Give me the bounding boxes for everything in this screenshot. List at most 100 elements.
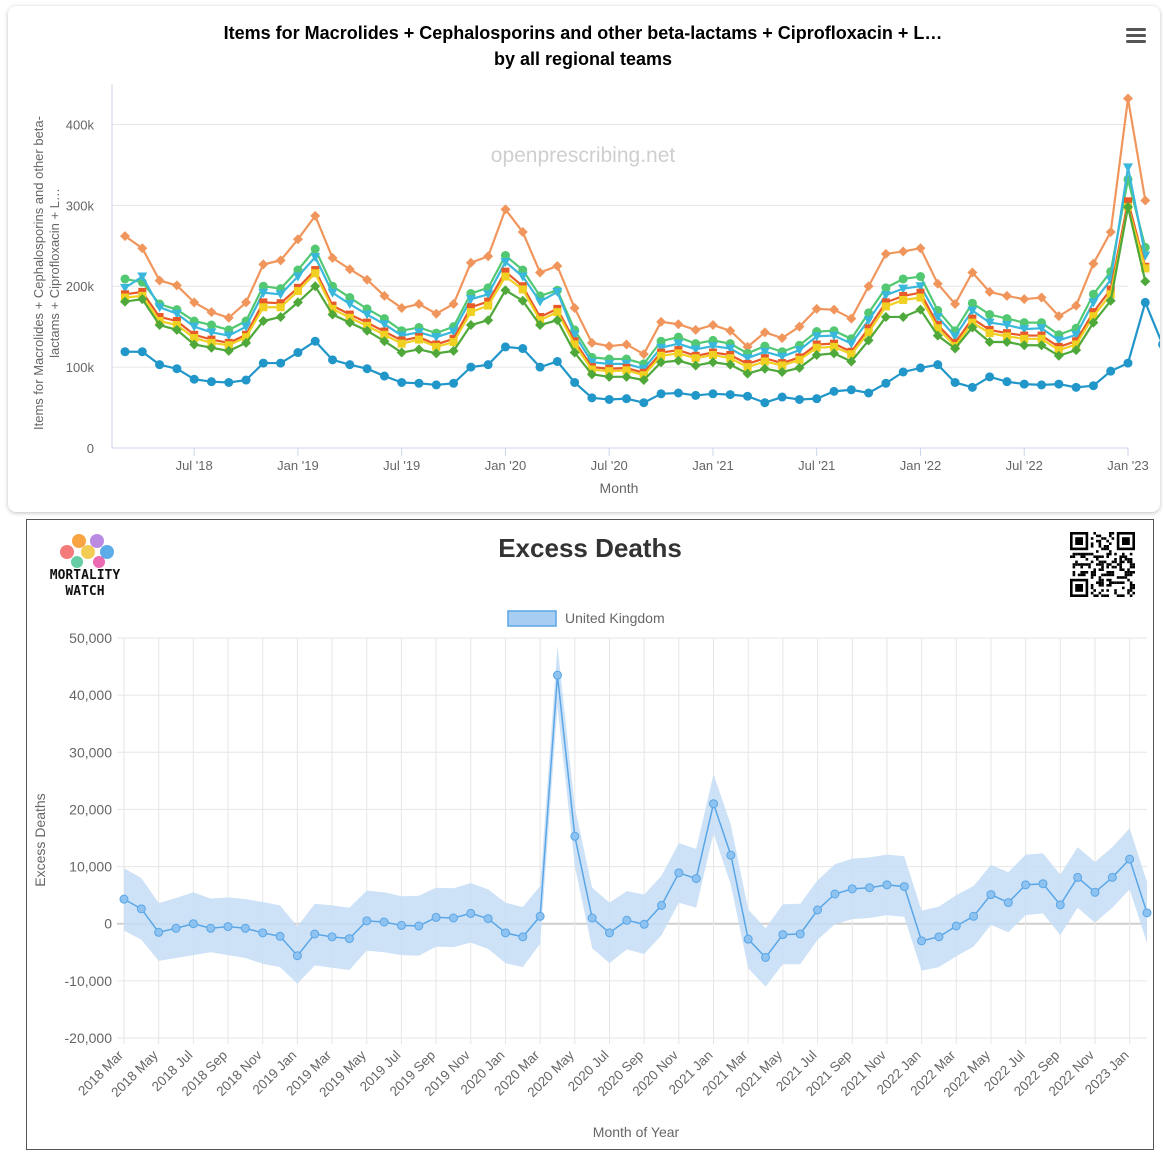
top-chart-x-axis: Jul '18 Jan '19 Jul '19 Jan '20 Jul '20 Jan '… [112, 447, 1149, 473]
bottom-chart-x-label: Month of Year [593, 1124, 680, 1140]
top-data-point [673, 332, 683, 342]
bottom-data-point [500, 928, 510, 938]
top-data-point [448, 327, 459, 337]
qr-module [1098, 555, 1102, 558]
qr-module [1111, 581, 1115, 584]
bottom-data-point [951, 921, 961, 931]
top-data-point [933, 324, 942, 333]
top-data-point [795, 355, 804, 364]
top-data-point [725, 359, 736, 370]
bottom-data-point [223, 922, 233, 932]
qr-module [1085, 552, 1089, 556]
top-data-point [552, 315, 563, 326]
top-data-point [932, 330, 943, 341]
qr-module [1098, 563, 1102, 566]
qr-module [1072, 565, 1076, 569]
top-data-point [726, 354, 735, 363]
qr-module [1070, 555, 1073, 558]
top-data-point [847, 350, 856, 359]
logo-line1: MORTALITY [50, 568, 121, 583]
top-data-point [154, 303, 165, 313]
bottom-data-point [188, 919, 198, 929]
bottom-data-point [1038, 879, 1048, 889]
top-chart-y-label-line2: lactams + Ciprofloxacin + L… [47, 188, 62, 358]
qr-module [1129, 552, 1133, 556]
top-data-point [1124, 197, 1132, 206]
top-data-point [829, 348, 840, 359]
top-data-point [327, 288, 338, 298]
top-data-point [362, 325, 373, 336]
qr-module [1088, 565, 1091, 569]
top-data-point [241, 322, 252, 332]
qr-module [1111, 532, 1115, 535]
top-data-point [707, 342, 718, 352]
qr-module [1129, 565, 1133, 569]
qr-module [1101, 594, 1104, 597]
qr-module [1122, 586, 1125, 590]
top-data-point [120, 296, 130, 307]
qr-module [1119, 576, 1122, 579]
hamburger-menu-icon[interactable] [1126, 28, 1146, 43]
top-data-point [397, 339, 406, 348]
bottom-y-tick-label: 40,000 [69, 687, 112, 703]
top-data-point [259, 298, 268, 307]
top-data-point [120, 347, 130, 357]
top-data-point [362, 310, 373, 320]
qr-module [1119, 563, 1122, 566]
top-data-point [1088, 289, 1098, 299]
qr-module [1106, 594, 1109, 597]
top-data-point [707, 357, 718, 368]
bottom-data-point [535, 911, 545, 921]
qr-module [1119, 581, 1122, 584]
top-data-point [414, 335, 423, 344]
top-data-point [414, 378, 424, 388]
top-data-point [120, 283, 130, 293]
qr-module [1093, 568, 1096, 571]
qr-module [1106, 571, 1109, 574]
bottom-data-point [674, 868, 684, 878]
top-data-point [293, 265, 303, 275]
legend[interactable]: United Kingdom [507, 610, 665, 627]
top-data-point [638, 349, 649, 360]
top-data-point [656, 336, 666, 346]
qr-module [1114, 591, 1117, 595]
top-data-point [1019, 294, 1030, 305]
top-data-point [812, 394, 822, 404]
top-data-point [742, 341, 753, 352]
bottom-data-point [1003, 898, 1013, 908]
top-data-point [310, 281, 321, 292]
bottom-data-point [622, 915, 632, 925]
bottom-data-point [136, 904, 146, 914]
top-data-point [171, 324, 182, 335]
top-data-point [794, 394, 804, 404]
qr-module [1106, 584, 1109, 587]
top-data-point [881, 283, 891, 293]
qr-module [1098, 545, 1102, 548]
qr-module [1101, 537, 1104, 540]
top-data-point [190, 333, 199, 342]
top-data-point [431, 308, 442, 319]
top-data-point [881, 378, 891, 388]
top-data-point [778, 361, 787, 370]
top-data-point [708, 350, 717, 359]
top-data-point [1088, 317, 1099, 328]
qr-module [1101, 560, 1104, 564]
top-data-point [1071, 382, 1081, 392]
bottom-data-point [639, 919, 649, 929]
top-data-point [621, 339, 632, 350]
top-data-point [1001, 337, 1012, 348]
qr-module [1114, 581, 1117, 584]
top-data-point [984, 337, 995, 348]
bottom-data-point [258, 928, 268, 938]
top-data-point [621, 371, 632, 382]
top-data-point [899, 295, 908, 304]
qr-module [1090, 542, 1094, 545]
top-chart-series [120, 93, 1160, 408]
top-data-point [725, 325, 736, 336]
top-data-point [501, 267, 510, 276]
qr-module [1093, 555, 1096, 558]
top-data-point [760, 398, 770, 408]
top-data-point [864, 324, 873, 333]
top-data-point [241, 375, 251, 385]
qr-module [1083, 571, 1086, 574]
